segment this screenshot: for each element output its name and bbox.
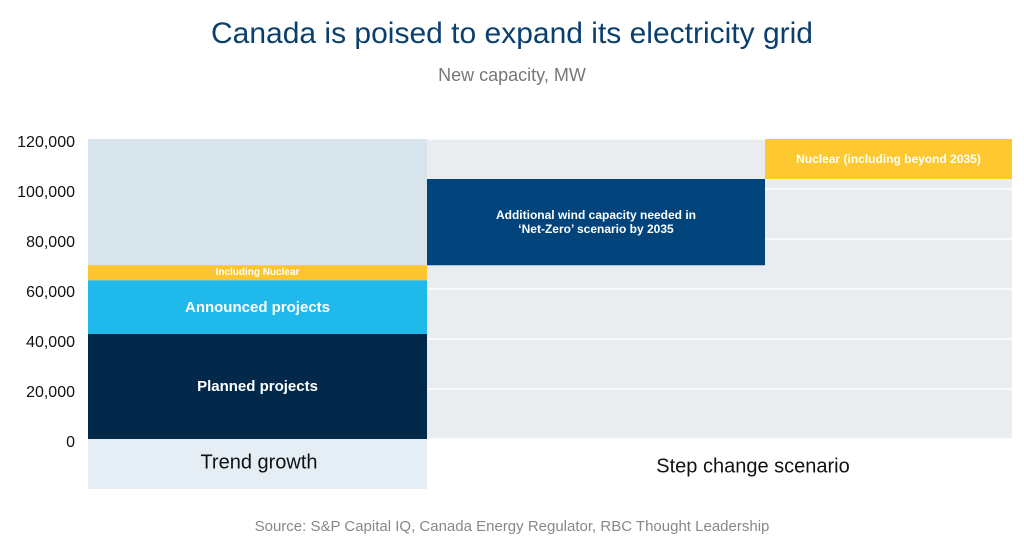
y-tick-label: 80,000 (26, 234, 75, 251)
segment-label-box: Including Nuclear (215, 267, 300, 279)
y-tick-label: 60,000 (26, 284, 75, 301)
segment-label: Announced projects (184, 298, 330, 316)
segment-label-box: Planned projects (197, 378, 318, 395)
bar-segment (765, 139, 1012, 179)
y-tick-label: 40,000 (26, 334, 75, 351)
segment-label: Including Nuclear (215, 267, 300, 279)
segment-label-box: Additional wind capacity needed in ‘Net-… (495, 208, 697, 237)
bar-segment (88, 280, 427, 334)
bar-segment (88, 265, 427, 281)
chart-subtitle: New capacity, MW (438, 65, 586, 85)
category-label: Step change scenario (656, 455, 849, 477)
chart-title: Canada is poised to expand its electrici… (211, 17, 813, 50)
segment-label: Nuclear (including beyond 2035) (796, 152, 981, 166)
y-tick-label: 100,000 (17, 184, 75, 201)
segment-label-box: Nuclear (including beyond 2035) (796, 152, 981, 166)
y-tick-label: 0 (66, 434, 75, 451)
segment-label: Planned projects (197, 378, 318, 395)
y-tick-label: 20,000 (26, 384, 75, 401)
y-tick-label: 120,000 (17, 134, 75, 151)
segment-label: Additional wind capacity needed in ‘Net-… (495, 208, 697, 237)
segment-label-box: Announced projects (184, 298, 330, 316)
bar-segment (88, 334, 427, 439)
category-label: Trend growth (200, 451, 317, 473)
source-note: Source: S&P Capital IQ, Canada Energy Re… (255, 518, 770, 535)
bar-segment (427, 179, 765, 266)
category-band (88, 439, 427, 489)
